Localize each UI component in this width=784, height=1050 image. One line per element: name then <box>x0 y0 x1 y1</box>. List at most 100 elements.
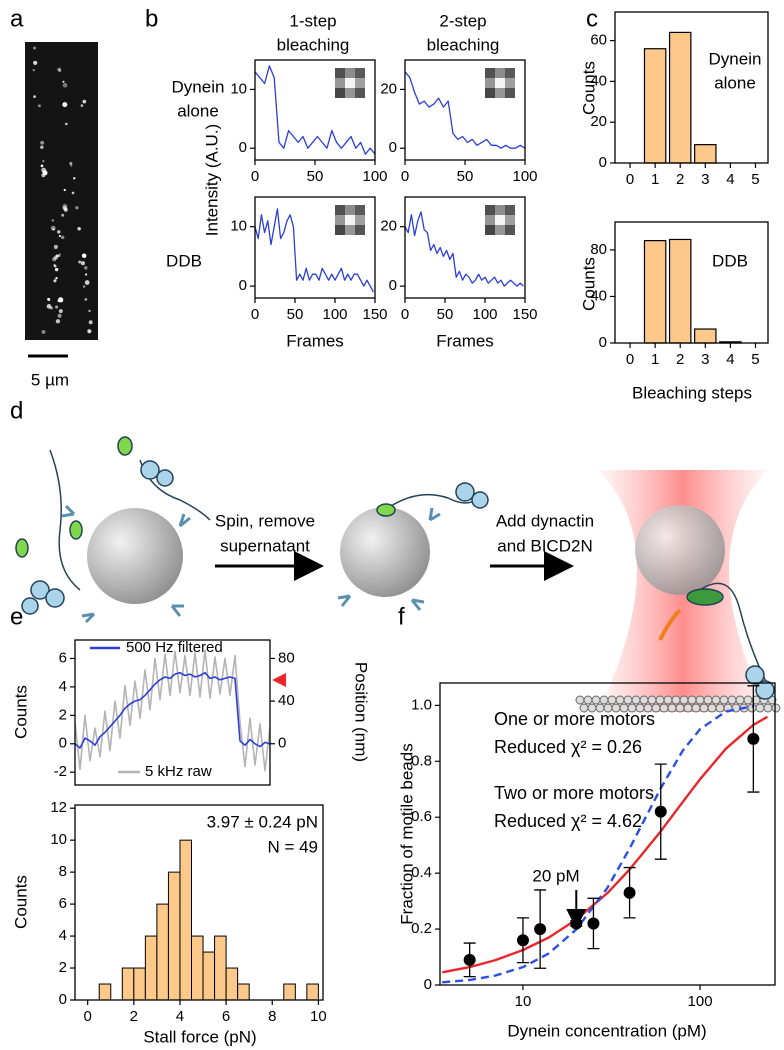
tubulin <box>683 703 693 713</box>
inset-pixel <box>335 205 345 215</box>
x-tick-label: 4 <box>176 1008 184 1025</box>
y-tick-label: 0 <box>424 976 432 993</box>
histogram-bar <box>179 839 193 1001</box>
inset-pixel <box>345 88 355 98</box>
x-axis-label: Frames <box>436 331 494 350</box>
plot: 0 0.2 0.4 0.6 0.8 1.0 10 100 <box>411 682 776 1010</box>
inset-pixel <box>485 78 495 88</box>
inset-pixel <box>355 88 365 98</box>
data-point <box>534 923 547 936</box>
speckle <box>42 160 45 163</box>
speckle <box>58 69 62 73</box>
speckle <box>60 235 65 240</box>
speckle <box>61 213 65 217</box>
tubulin <box>691 703 701 713</box>
tubulin <box>591 695 601 705</box>
tubulin <box>715 703 725 713</box>
column-title: 1-step <box>289 11 336 30</box>
inset-pixel <box>505 78 515 88</box>
y2-tick-label: 0 <box>278 735 286 752</box>
speckle <box>40 140 45 145</box>
tubulin <box>771 703 781 713</box>
tubulin <box>583 695 593 705</box>
plot-frame <box>74 639 271 786</box>
inset-pixel <box>335 78 345 88</box>
y-tick-label: 6 <box>59 895 67 912</box>
speckle <box>55 305 59 309</box>
tubulin <box>687 695 697 705</box>
plot-annotation: N = 49 <box>267 837 318 856</box>
y-tick-label: 0.4 <box>411 864 432 881</box>
plot: 0 20 0 50 100 150 <box>380 196 538 323</box>
data-point <box>516 934 529 947</box>
speckle <box>55 276 58 280</box>
y-axis-label: Counts <box>11 875 30 929</box>
histogram-bar <box>133 967 146 1001</box>
speckle <box>62 203 68 209</box>
speckle <box>87 329 92 334</box>
histogram-bar <box>225 967 239 1001</box>
inset-pixel <box>495 215 505 225</box>
speckle <box>82 99 87 104</box>
data-line <box>405 211 524 287</box>
speckle <box>33 95 36 99</box>
inset-pixel <box>355 225 365 235</box>
antibodies <box>61 504 441 624</box>
speckle <box>53 279 57 283</box>
x-tick-label: 100 <box>472 306 497 323</box>
y-tick-label: 20 <box>380 218 397 235</box>
x-tick-label: 0 <box>401 306 409 323</box>
y-tick-label: 60 <box>590 32 607 49</box>
tubulin <box>667 703 677 713</box>
tubulin <box>747 703 757 713</box>
speckle <box>53 255 59 260</box>
plot-annotation: alone <box>714 73 756 92</box>
x-tick-label: 50 <box>307 168 324 185</box>
inset-pixel <box>485 215 495 225</box>
panel-label: c <box>586 5 598 32</box>
y-tick-label: 2 <box>59 706 67 723</box>
y2-tick-label: 80 <box>278 649 295 666</box>
inset-pixel <box>345 225 355 235</box>
inset-pixel <box>355 68 365 78</box>
legend-label: 5 kHz raw <box>145 763 212 780</box>
speckle <box>42 170 48 176</box>
step-label: and BICD2N <box>497 536 592 555</box>
y-tick-label: 0 <box>389 277 397 294</box>
plot-annotation: Dynein <box>709 49 762 68</box>
speckle <box>71 191 75 195</box>
y-tick-label: 6 <box>59 649 67 666</box>
x-tick-label: 10 <box>515 993 532 1010</box>
tubulin <box>631 695 641 705</box>
data-line <box>405 71 525 149</box>
speckle <box>53 244 58 249</box>
y-tick-label: 0 <box>239 277 247 294</box>
plot-annotation: 3.97 ± 0.24 pN <box>207 812 318 831</box>
x-tick-label: 2 <box>676 351 684 368</box>
motors <box>15 436 775 700</box>
speckle <box>62 80 65 83</box>
y-tick-label: 0 <box>59 991 67 1008</box>
speckle <box>73 177 76 180</box>
tubulin <box>763 703 773 713</box>
x-axis-label: Bleaching steps <box>632 383 752 402</box>
plot-frame <box>254 59 376 161</box>
y-tick-label: 0.2 <box>411 920 432 937</box>
x-tick-label: 100 <box>322 306 347 323</box>
inset-pixel <box>485 205 495 215</box>
inset-pixel <box>335 215 345 225</box>
speckle <box>77 227 81 231</box>
y-axis-label: Fraction of motile beads <box>397 743 416 924</box>
speckle <box>54 267 59 272</box>
speckle <box>57 313 62 318</box>
inset-pixel <box>495 78 505 88</box>
speckle <box>58 254 61 257</box>
plot-frame <box>614 221 769 344</box>
tubulin <box>647 695 657 705</box>
y-axis-label: Counts <box>579 61 598 115</box>
data-point <box>587 917 600 930</box>
x-tick-label: 5 <box>751 171 759 188</box>
speckle <box>37 104 41 108</box>
x-tick-label: 2 <box>676 171 684 188</box>
